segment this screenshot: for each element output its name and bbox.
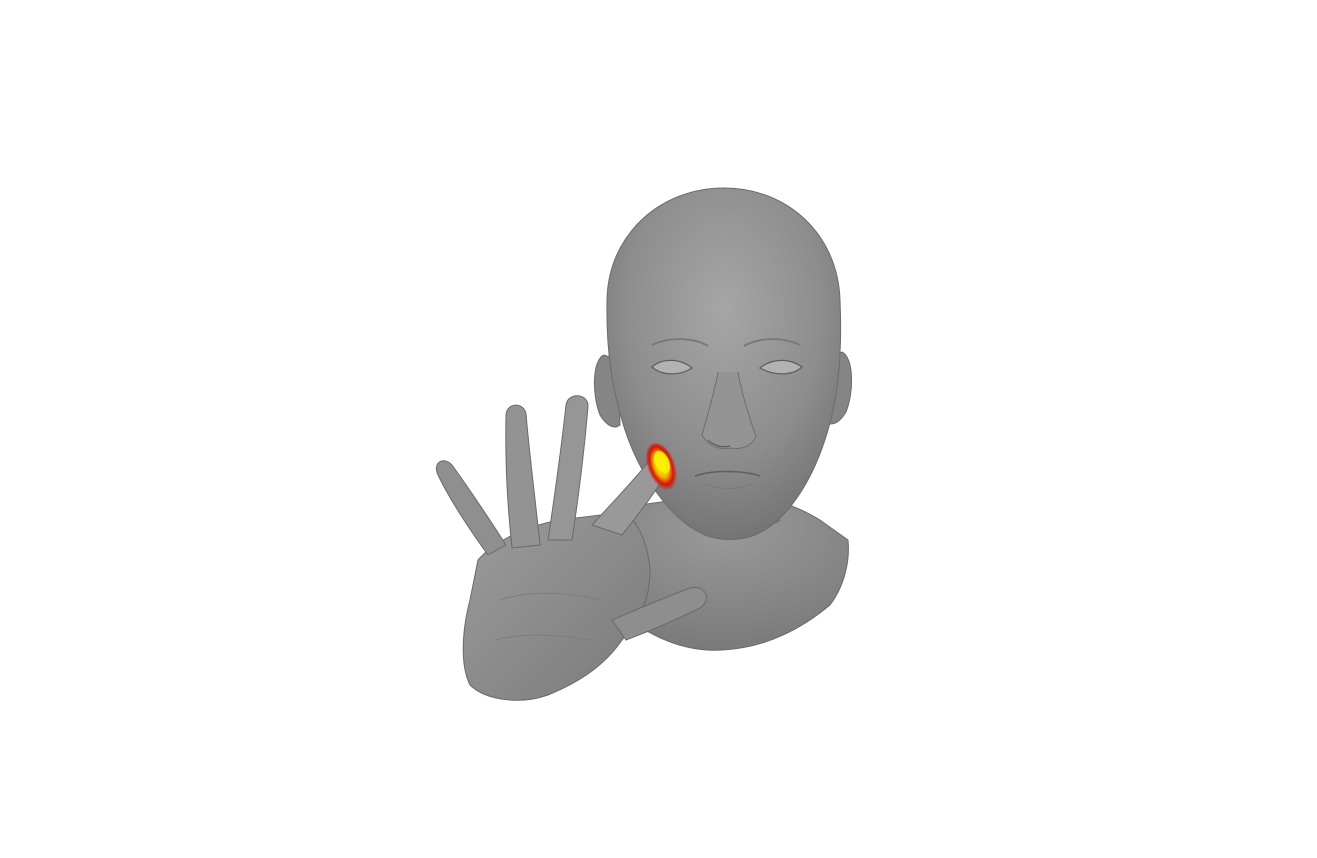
contact-heatmap — [646, 443, 678, 493]
hand-mesh — [436, 395, 707, 701]
